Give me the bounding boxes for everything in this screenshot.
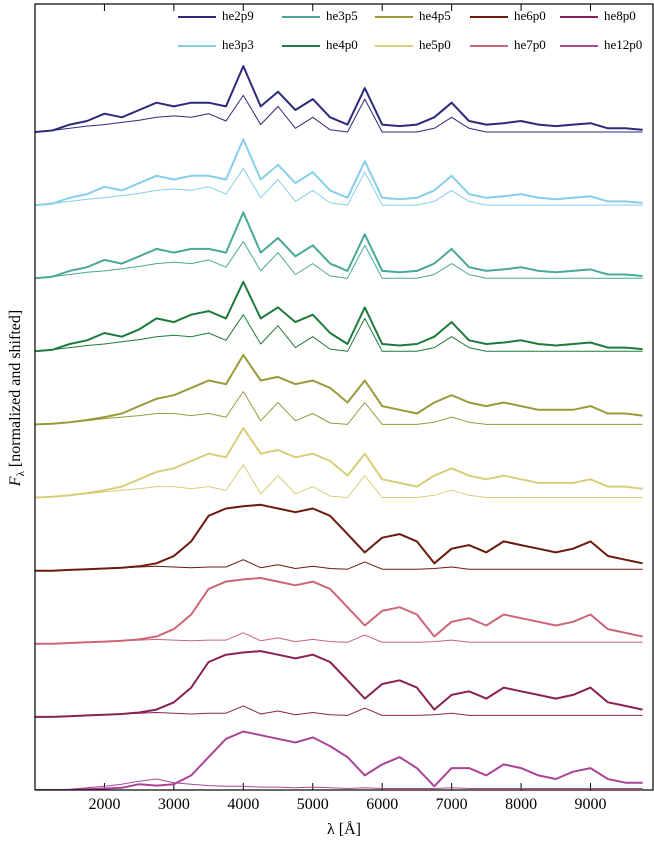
model-line [35, 314, 643, 352]
legend-label: he12p0 [604, 37, 642, 52]
x-tick-label: 7000 [436, 796, 468, 813]
legend-label: he7p0 [514, 37, 546, 52]
plot-frame [34, 3, 654, 791]
x-tick-label: 8000 [505, 796, 537, 813]
y-label-symbol: F [7, 476, 24, 487]
legend-label: he3p5 [326, 8, 358, 23]
x-tick-label: 5000 [297, 796, 329, 813]
x-tick-label: 3000 [158, 796, 190, 813]
spectrum-line [35, 65, 643, 133]
y-label-text: [normalized and shifted] [7, 310, 24, 467]
legend-label: he6p0 [514, 8, 546, 23]
x-tick-label: 9000 [575, 796, 607, 813]
legend-label: he8p0 [604, 8, 636, 23]
x-axis-label: λ [Å] [327, 820, 361, 838]
x-tick-label: 2000 [88, 796, 120, 813]
spectrum-line [35, 211, 643, 280]
model-line [35, 778, 643, 790]
legend-label: he5p0 [419, 37, 451, 52]
model-line [35, 391, 643, 425]
model-line [35, 705, 643, 718]
spectrum-line [35, 427, 643, 499]
spectrum-line [35, 503, 643, 572]
spectrum-line [35, 577, 643, 645]
legend-label: he3p3 [222, 37, 254, 52]
model-line [35, 632, 643, 645]
plot-area [35, 65, 643, 790]
legend-label: he4p5 [419, 8, 451, 23]
model-line [35, 168, 643, 206]
y-axis-label: Fλ [normalized and shifted] [7, 310, 27, 487]
model-line [35, 559, 643, 572]
spectrum-line [35, 138, 643, 207]
spectrum-line [35, 354, 643, 426]
y-label-subscript: λ [15, 470, 27, 476]
spectrum-line [35, 280, 643, 353]
model-line [35, 94, 643, 133]
model-line [35, 241, 643, 279]
legend-label: he2p9 [222, 8, 254, 23]
x-tick-label: 4000 [227, 796, 259, 813]
model-line [35, 464, 643, 498]
spectrum-line [35, 650, 643, 718]
legend-label: he4p0 [326, 37, 358, 52]
spectrum-line [35, 730, 643, 790]
x-tick-label: 6000 [366, 796, 398, 813]
